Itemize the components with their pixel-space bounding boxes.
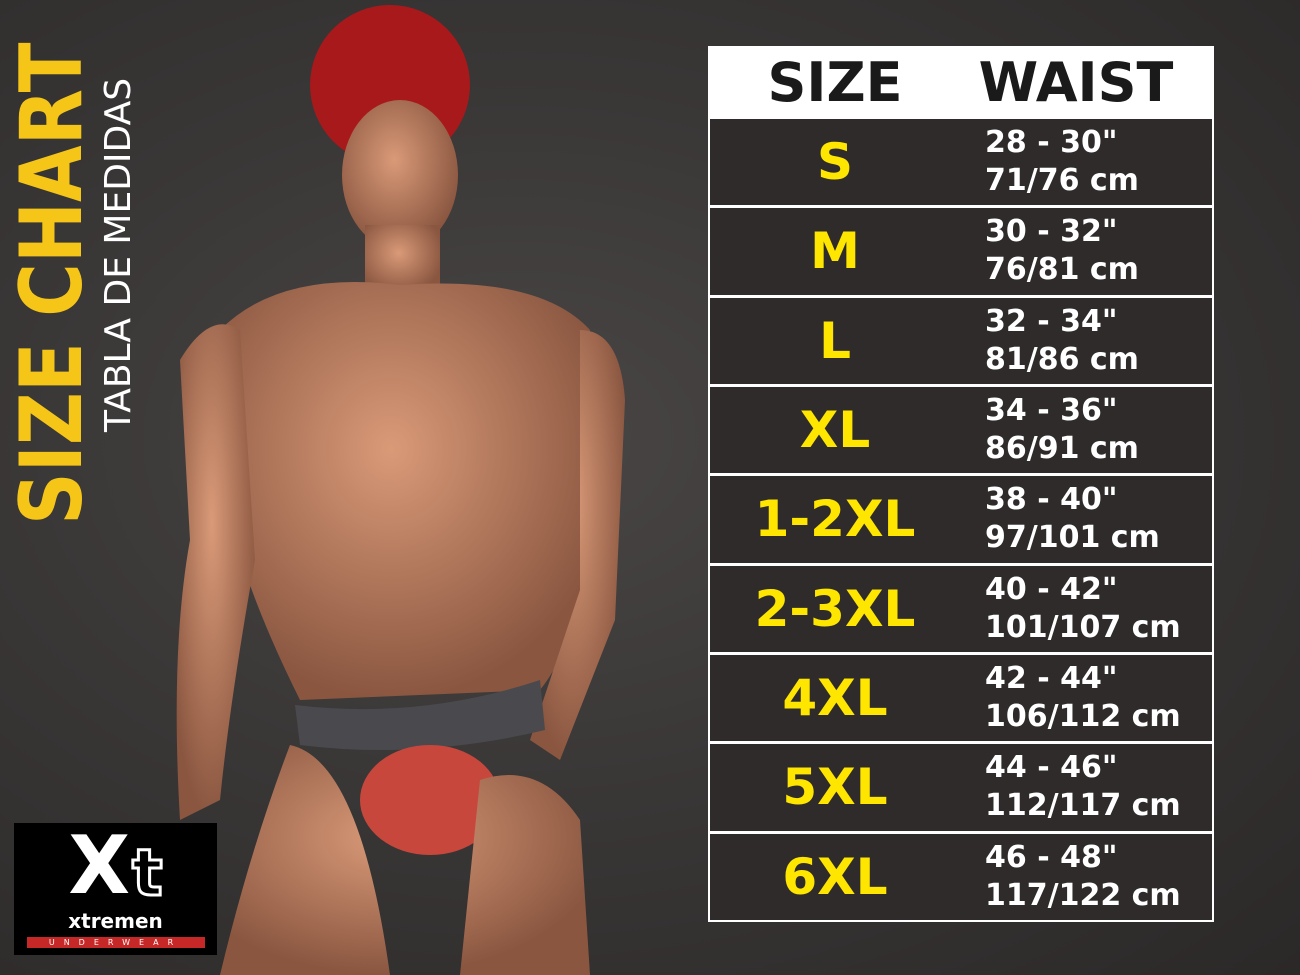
waistband: [295, 680, 545, 750]
waist-cell: 30 - 32" 76/81 cm: [960, 213, 1139, 289]
header-size: SIZE: [767, 50, 903, 114]
size-cell: M: [810, 222, 860, 281]
torso: [220, 282, 600, 700]
waist-inches: 28 - 30": [985, 125, 1118, 161]
waist-cell: 32 - 34" 81/86 cm: [960, 303, 1139, 379]
head: [342, 100, 458, 250]
legs: [220, 745, 590, 975]
waist-cell: 34 - 36" 86/91 cm: [960, 392, 1139, 468]
waist-inches: 40 - 42": [985, 571, 1118, 607]
brand-logo: X t xtremen UNDERWEAR: [14, 823, 217, 955]
model-photo: [176, 5, 625, 975]
right-arm: [530, 330, 625, 760]
logo-brand: xtremen: [68, 909, 163, 933]
logo-mark: X t: [68, 819, 165, 912]
logo-t: t: [131, 837, 165, 911]
size-cell: 5XL: [782, 758, 888, 817]
size-cell: XL: [799, 401, 871, 460]
waist-inches: 42 - 44": [985, 661, 1118, 697]
waist-inches: 44 - 46": [985, 750, 1118, 786]
size-cell: 1-2XL: [754, 490, 916, 549]
table-row: XL 34 - 36" 86/91 cm: [710, 386, 1212, 474]
table-row: M 30 - 32" 76/81 cm: [710, 208, 1212, 295]
pouch: [360, 745, 500, 855]
size-cell: L: [819, 311, 851, 370]
size-cell: 6XL: [782, 847, 888, 906]
waist-cm: 71/76 cm: [985, 163, 1139, 199]
table-row: L 32 - 34" 81/86 cm: [710, 297, 1212, 384]
table-row: 1-2XL 38 - 40" 97/101 cm: [710, 476, 1212, 563]
logo-tagline: UNDERWEAR: [26, 937, 205, 948]
waist-cm: 86/91 cm: [985, 431, 1139, 467]
waist-cell: 38 - 40" 97/101 cm: [960, 481, 1160, 557]
waist-cell: 44 - 46" 112/117 cm: [960, 749, 1181, 825]
table-header: SIZE WAIST: [710, 48, 1212, 116]
size-table: SIZE WAIST S 28 - 30" 71/76 cm M 30 - 32"…: [708, 46, 1214, 922]
table-row: 2-3XL 40 - 42" 101/107 cm: [710, 565, 1212, 652]
waist-cell: 28 - 30" 71/76 cm: [960, 124, 1139, 200]
waist-cm: 81/86 cm: [985, 341, 1139, 377]
waist-cm: 112/117 cm: [985, 788, 1181, 824]
waist-inches: 32 - 34": [985, 303, 1118, 339]
waist-cell: 42 - 44" 106/112 cm: [960, 660, 1181, 736]
waist-inches: 38 - 40": [985, 482, 1118, 518]
left-arm: [176, 324, 255, 820]
table-row: 6XL 46 - 48" 117/122 cm: [710, 833, 1212, 920]
waist-cm: 101/107 cm: [985, 609, 1181, 645]
waist-cm: 106/112 cm: [985, 699, 1181, 735]
logo-x: X: [68, 819, 131, 912]
waist-inches: 46 - 48": [985, 839, 1118, 875]
size-chart-subtitle: TABLA DE MEDIDAS: [98, 77, 139, 432]
table-row: 4XL 42 - 44" 106/112 cm: [710, 654, 1212, 742]
size-cell: 4XL: [782, 669, 888, 728]
table-row: 5XL 44 - 46" 112/117 cm: [710, 744, 1212, 831]
size-chart-title: SIZE CHART: [2, 42, 102, 525]
size-cell: 2-3XL: [754, 579, 916, 638]
waist-cm: 76/81 cm: [985, 252, 1139, 288]
waist-cell: 46 - 48" 117/122 cm: [960, 839, 1181, 915]
waist-inches: 34 - 36": [985, 393, 1118, 429]
size-cell: S: [816, 133, 853, 192]
table-row: S 28 - 30" 71/76 cm: [710, 119, 1212, 206]
waist-inches: 30 - 32": [985, 214, 1118, 250]
waist-cm: 97/101 cm: [985, 520, 1160, 556]
waist-cm: 117/122 cm: [985, 877, 1181, 913]
header-waist: WAIST: [978, 50, 1174, 114]
waist-cell: 40 - 42" 101/107 cm: [960, 571, 1181, 647]
